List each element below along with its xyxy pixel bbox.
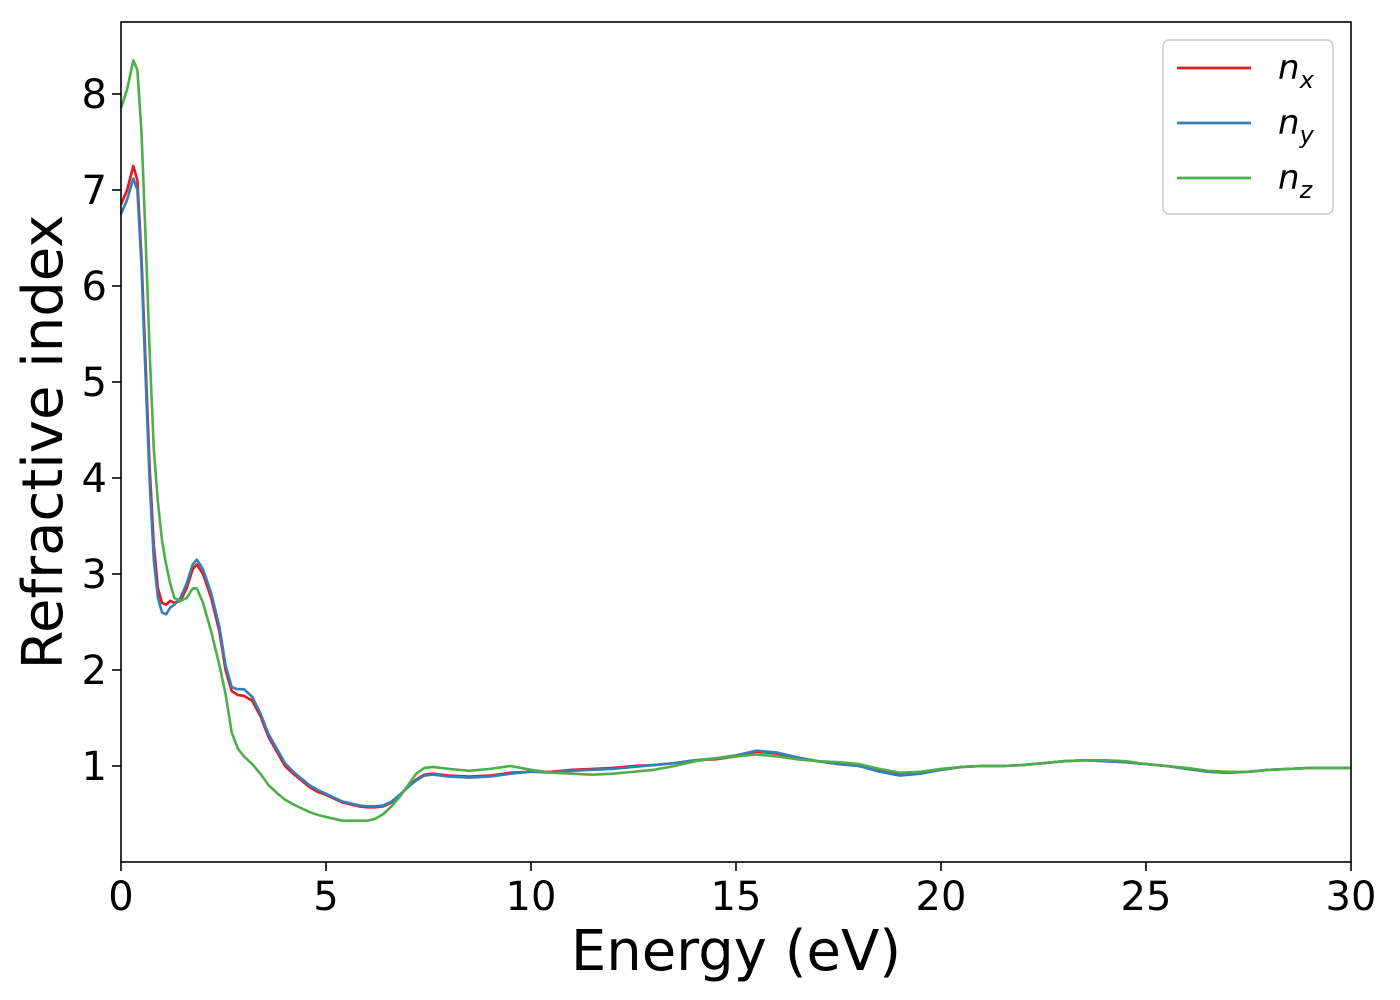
legend-frame [1162, 39, 1334, 215]
x-tick-label: 10 [506, 874, 557, 920]
y-tick-label: 8 [82, 72, 107, 118]
legend-label-nx: nx [1278, 48, 1315, 94]
y-axis: 1 2 3 4 5 6 7 8 [82, 72, 121, 790]
x-axis: 0 5 10 15 20 25 30 [108, 862, 1376, 920]
y-axis-label: Refractive index [11, 215, 76, 670]
y-tick-label: 2 [82, 648, 107, 694]
series-line-nz [119, 59, 1351, 823]
legend: nx ny nz [1162, 39, 1334, 215]
y-tick-label: 6 [82, 264, 107, 310]
plot-background [121, 22, 1351, 862]
x-tick-label: 20 [916, 874, 967, 920]
y-tick-label: 4 [82, 456, 107, 502]
x-tick-label: 25 [1121, 874, 1172, 920]
x-tick-label: 0 [108, 874, 133, 920]
x-tick-label: 15 [711, 874, 762, 920]
legend-label-ny: ny [1278, 103, 1315, 149]
y-tick-label: 7 [82, 168, 107, 214]
y-tick-label: 5 [82, 360, 107, 406]
legend-label-nz: nz [1278, 158, 1314, 204]
y-tick-label: 3 [82, 552, 107, 598]
x-axis-label: Energy (eV) [571, 919, 901, 984]
x-tick-label: 30 [1326, 874, 1377, 920]
y-tick-label: 1 [82, 744, 107, 790]
series-layer [119, 59, 1351, 823]
x-tick-label: 5 [313, 874, 338, 920]
